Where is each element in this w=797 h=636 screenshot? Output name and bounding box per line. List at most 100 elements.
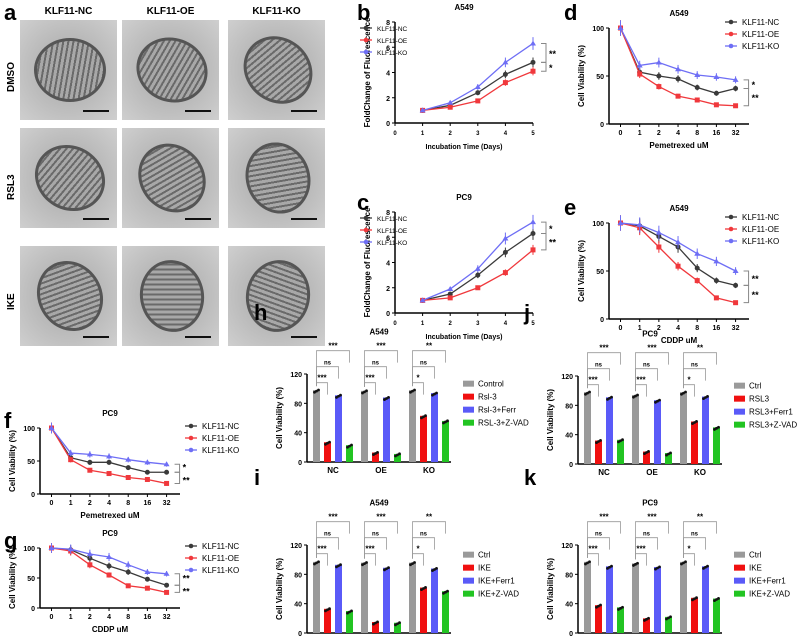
significance-label: ** <box>697 513 704 522</box>
significance-label: ns <box>595 363 603 369</box>
legend-label: KLF11-OE <box>202 434 239 443</box>
x-tick-label: 2 <box>449 321 453 327</box>
scale-bar <box>185 110 211 112</box>
x-tick-label: 8 <box>695 130 699 137</box>
data-dot <box>387 566 390 570</box>
data-point <box>637 71 643 77</box>
series-line-klf11-nc <box>620 222 736 287</box>
x-tick-label: 4 <box>676 130 680 137</box>
bar-rsl-3+ferr <box>335 395 342 462</box>
chart-b: b A549 0 2 4 6 8 FoldChange of Fluorescence 0 1 2 3… <box>357 0 557 151</box>
legend-swatch <box>463 590 474 597</box>
significance-label: *** <box>328 513 338 522</box>
significance-label: *** <box>636 376 646 385</box>
x-tick-label: 3 <box>476 131 480 137</box>
data-dot <box>317 388 320 392</box>
legend-swatch <box>463 577 474 584</box>
legend-label: Rsl-3 <box>478 393 497 402</box>
x-axis-label: Incubation Time (Days) <box>426 144 503 151</box>
x-tick-label: 4 <box>107 500 111 507</box>
data-point <box>656 73 662 79</box>
legend-label: IKE+Ferr1 <box>749 577 786 586</box>
data-dot <box>365 561 368 564</box>
data-point <box>106 554 113 559</box>
data-point <box>656 84 662 90</box>
data-point <box>732 76 739 82</box>
data-point <box>419 107 426 113</box>
micrograph-dmso-klf11-oe <box>122 20 219 120</box>
bar-ike+ferr1 <box>702 566 709 633</box>
data-point <box>475 98 481 104</box>
legend-label: KLF11-NC <box>377 26 408 33</box>
data-point <box>164 582 170 588</box>
legend-marker <box>188 423 194 429</box>
data-point <box>733 85 739 91</box>
x-tick-label: OE <box>646 468 658 477</box>
micrograph-dmso-klf11-nc <box>20 20 117 120</box>
mitochondrion-image <box>34 38 106 102</box>
data-dot <box>647 616 650 620</box>
significance-bracket <box>683 521 717 558</box>
legend-label: KLF11-NC <box>202 542 239 551</box>
legend-marker <box>728 43 734 49</box>
panel-label: f <box>4 408 12 433</box>
x-axis-label: CDDP uM <box>661 336 698 345</box>
legend-label: KLF11-KO <box>742 42 779 51</box>
significance-bracket <box>316 350 350 387</box>
legend-swatch <box>463 380 474 387</box>
legend-swatch <box>734 577 745 584</box>
legend-label: KLF11-KO <box>742 237 779 246</box>
y-axis-label: Cell Viability (%) <box>8 430 17 492</box>
x-tick-label: 3 <box>476 321 480 327</box>
x-tick-label: 2 <box>449 131 453 137</box>
panel-label: d <box>564 0 577 25</box>
significance-label: ** <box>183 574 191 584</box>
data-dot <box>413 561 416 564</box>
data-point <box>144 476 150 482</box>
x-tick-label: 16 <box>712 130 720 137</box>
data-dot <box>350 609 353 613</box>
data-dot <box>588 390 591 394</box>
significance-label: * <box>183 463 187 473</box>
legend-label: IKE <box>749 564 762 573</box>
significance-bracket <box>743 79 750 89</box>
x-tick-label: 16 <box>143 614 151 621</box>
significance-bracket <box>541 221 547 234</box>
bar-ctrl <box>584 392 591 464</box>
x-tick-label: 2 <box>657 325 661 332</box>
x-tick-label: 5 <box>531 321 535 327</box>
data-point <box>87 562 93 568</box>
data-point <box>713 90 719 96</box>
panel-label: k <box>524 465 537 490</box>
chart-group: d A549 0 50 100 Cell Viability (%) 0 1 2 4 8 16 32 Pe… <box>564 0 779 150</box>
data-point <box>125 456 132 462</box>
significance-bracket <box>743 87 750 107</box>
y-tick-label: 40 <box>294 431 302 438</box>
data-point <box>475 90 481 96</box>
data-dot <box>669 451 672 455</box>
data-point <box>106 572 112 578</box>
x-tick-label: 0 <box>619 325 623 332</box>
significance-label: ** <box>752 93 760 103</box>
significance-label: *** <box>317 545 327 554</box>
scale-bar <box>291 218 317 220</box>
data-point <box>636 62 643 68</box>
data-point <box>530 68 536 74</box>
y-tick-label: 100 <box>23 426 35 433</box>
data-point <box>86 451 93 457</box>
chart-title: PC9 <box>102 529 118 538</box>
data-dot <box>446 419 449 423</box>
data-dot <box>684 560 687 564</box>
significance-bracket <box>541 61 547 72</box>
data-point <box>713 73 720 79</box>
significance-label: *** <box>599 344 609 353</box>
legend-marker <box>188 567 194 573</box>
data-point <box>68 457 74 463</box>
data-point <box>502 59 509 65</box>
bar-rsl-3 <box>324 442 331 462</box>
chart-title: PC9 <box>102 409 118 418</box>
data-dot <box>621 605 624 609</box>
panel-label: c <box>357 190 369 215</box>
